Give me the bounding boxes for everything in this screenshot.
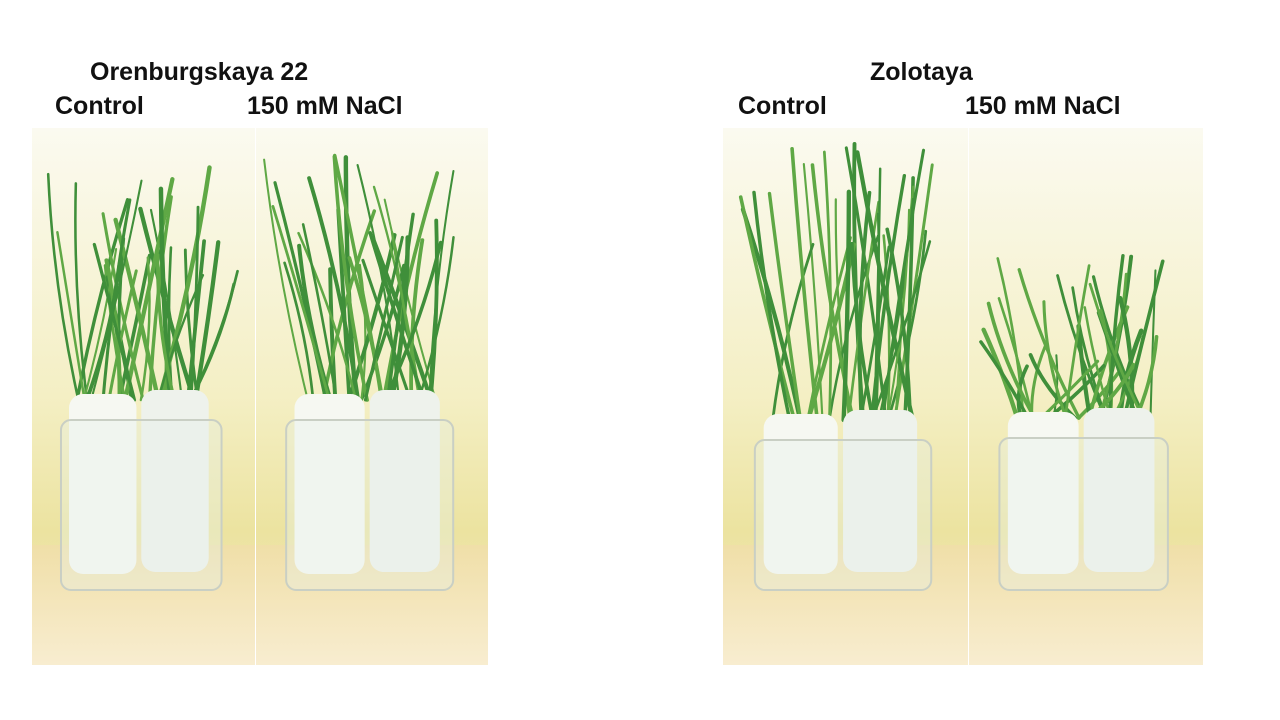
grass-blade bbox=[139, 256, 151, 402]
grass-blade bbox=[1028, 353, 1077, 420]
grass-blade bbox=[297, 231, 358, 402]
grass-blade bbox=[92, 242, 137, 402]
grass-blade bbox=[1042, 300, 1068, 420]
condition-label: 150 mM NaCl bbox=[965, 92, 1121, 120]
grass-blade bbox=[1076, 323, 1093, 421]
glass bbox=[998, 437, 1169, 591]
grass-blade bbox=[986, 301, 1037, 420]
cultivar-title: Zolotaya bbox=[870, 58, 973, 86]
grass-blade bbox=[75, 198, 130, 402]
grass-blade bbox=[383, 198, 437, 402]
condition-label: Control bbox=[55, 92, 144, 120]
grass-blade bbox=[873, 167, 882, 422]
grass-blade bbox=[56, 231, 86, 402]
cotton-roll bbox=[1083, 408, 1155, 572]
grass-blade bbox=[157, 274, 205, 402]
grass-blade bbox=[841, 189, 852, 423]
grass-blade bbox=[802, 162, 824, 422]
grass-blade bbox=[301, 223, 338, 402]
grass-blade bbox=[156, 253, 176, 402]
grass-blade bbox=[333, 153, 385, 402]
grass-blade bbox=[189, 205, 200, 402]
condition-label: 150 mM NaCl bbox=[247, 92, 403, 120]
grass-blade bbox=[1088, 282, 1145, 420]
grass-blade bbox=[428, 218, 439, 402]
cotton-roll bbox=[141, 390, 209, 572]
grass-blade bbox=[790, 146, 820, 422]
grass-blade bbox=[1076, 370, 1121, 420]
grass-blade bbox=[356, 163, 401, 402]
grass-blade bbox=[1122, 259, 1165, 420]
grass-blade bbox=[822, 150, 833, 422]
glass bbox=[59, 419, 223, 591]
grass-blade bbox=[859, 245, 891, 422]
grass-blade bbox=[271, 204, 331, 402]
grass-blade bbox=[858, 190, 872, 422]
grass-blade bbox=[1087, 305, 1130, 420]
grass-blade bbox=[283, 261, 315, 402]
cotton-roll bbox=[369, 390, 440, 572]
grass-blade bbox=[74, 182, 89, 402]
grass-blade bbox=[409, 238, 425, 402]
grass-blade bbox=[361, 258, 412, 402]
cotton-roll bbox=[1007, 412, 1079, 574]
grass-blade bbox=[1083, 306, 1112, 420]
cotton-roll bbox=[294, 394, 365, 574]
cotton-roll bbox=[763, 414, 838, 574]
grass-blade bbox=[881, 148, 926, 422]
grass-blade bbox=[273, 181, 328, 402]
cultivar-title: Orenburgskaya 22 bbox=[90, 58, 309, 86]
grass-blade bbox=[855, 150, 916, 423]
grass-blade bbox=[767, 191, 803, 422]
cotton-roll bbox=[843, 410, 918, 572]
grass-blade bbox=[740, 207, 803, 423]
grass-blade bbox=[90, 179, 143, 402]
grass-blade bbox=[847, 200, 880, 422]
grass-blade bbox=[979, 340, 1030, 420]
grass-blade bbox=[307, 176, 361, 402]
grass-blade bbox=[885, 227, 913, 422]
grass-blade bbox=[1071, 286, 1108, 420]
grass-blade bbox=[806, 236, 852, 422]
grass-blade bbox=[882, 234, 891, 422]
grass-blade bbox=[263, 158, 309, 402]
grass-blade bbox=[82, 248, 118, 402]
grass-blade bbox=[738, 195, 797, 422]
grass-blade bbox=[183, 248, 200, 402]
grass-blade bbox=[332, 154, 369, 402]
condition-label: Control bbox=[738, 92, 827, 120]
grass-blade bbox=[363, 235, 404, 402]
grass-blade bbox=[101, 212, 145, 402]
grass-blade bbox=[752, 190, 792, 422]
grass-blade bbox=[188, 282, 236, 402]
grass-blade bbox=[1063, 264, 1091, 420]
glass bbox=[285, 419, 455, 591]
grass-blade bbox=[84, 261, 122, 402]
grass-blade bbox=[886, 229, 928, 422]
cotton-roll bbox=[69, 394, 137, 574]
grass-blade bbox=[386, 212, 415, 402]
grass-blade bbox=[1098, 272, 1128, 420]
grass-blade bbox=[996, 257, 1025, 420]
grass-blade bbox=[46, 172, 80, 402]
glass bbox=[753, 439, 933, 591]
grass-blade bbox=[875, 212, 881, 422]
grass-blade bbox=[383, 240, 443, 402]
grass-blade bbox=[107, 269, 138, 402]
grass-blade bbox=[346, 233, 397, 402]
grass-blade bbox=[417, 236, 455, 402]
